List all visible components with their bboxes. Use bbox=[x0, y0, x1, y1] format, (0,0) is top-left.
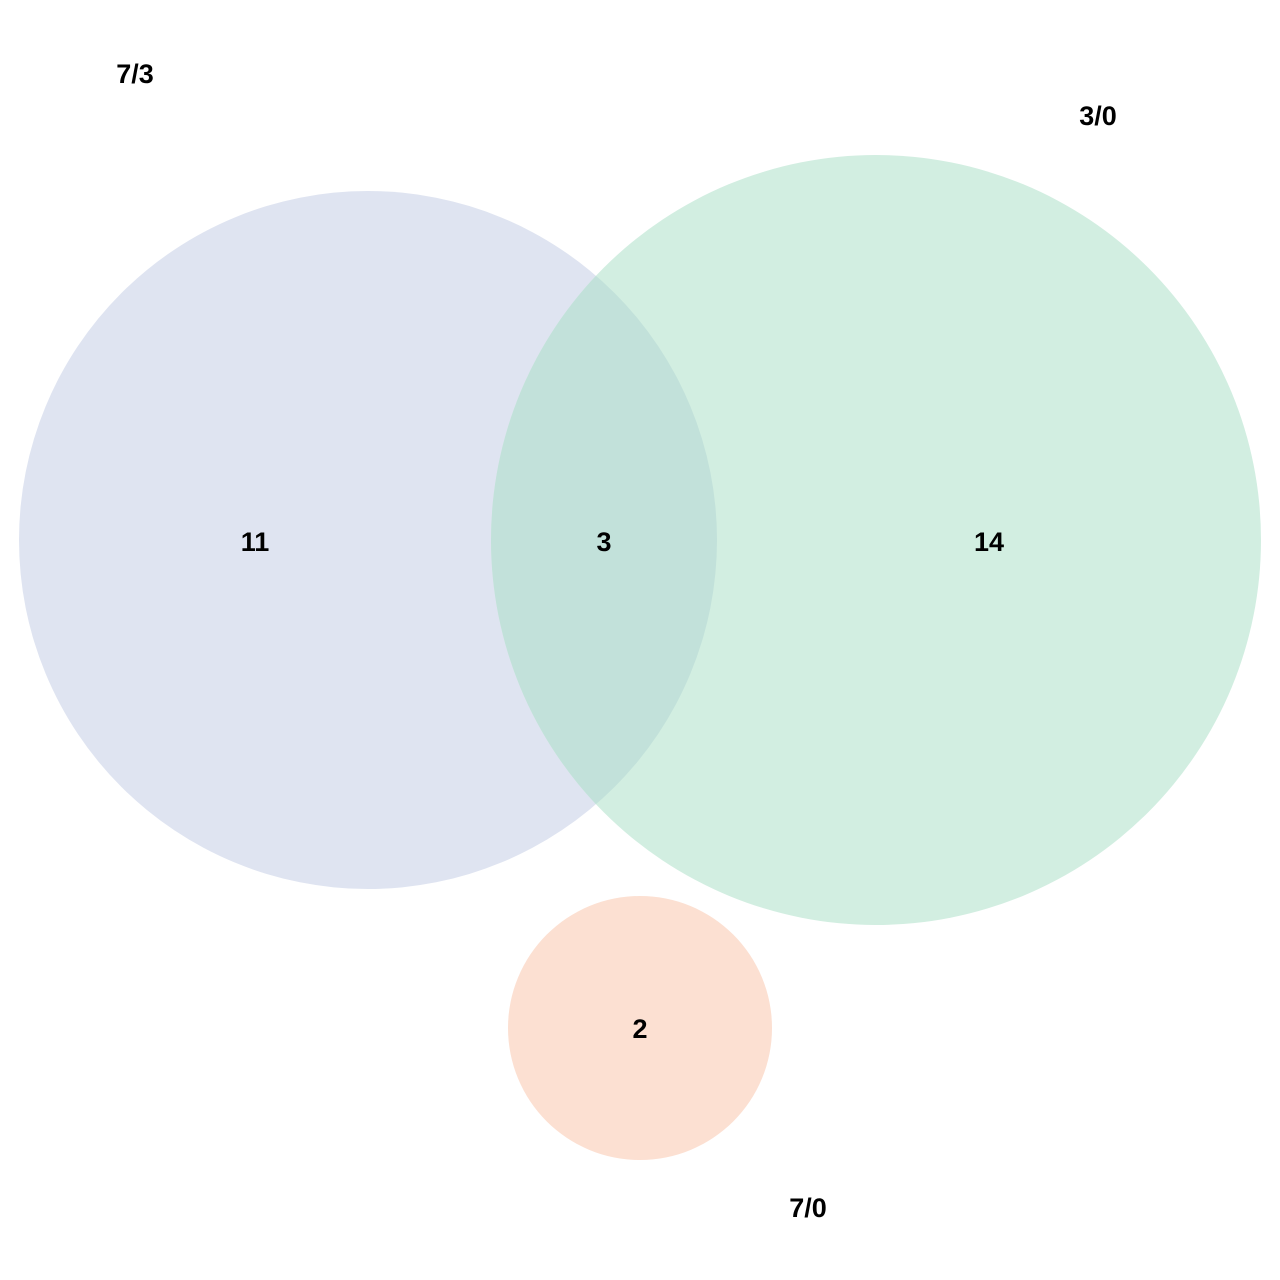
count-a-and-b: 3 bbox=[596, 527, 611, 557]
set-b-label: 3/0 bbox=[1079, 101, 1117, 131]
count-a-only: 11 bbox=[241, 527, 270, 557]
set-b-circle bbox=[491, 155, 1261, 925]
set-c-label: 7/0 bbox=[789, 1193, 827, 1223]
set-c-circle bbox=[508, 896, 772, 1160]
count-c-only: 2 bbox=[632, 1014, 647, 1044]
count-b-only: 14 bbox=[974, 527, 1004, 557]
set-a-label: 7/3 bbox=[116, 59, 154, 89]
